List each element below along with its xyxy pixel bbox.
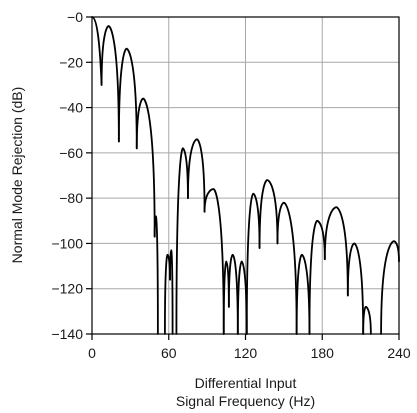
curve-lobe-2 [117,47,138,150]
curve-lobe-4 [153,215,159,335]
curve-lobe-0 [91,16,103,86]
rejection-curve [91,16,400,335]
curve-lobe-11 [227,253,239,335]
curve-lobe-10 [222,260,230,335]
axis-ticks [86,16,400,340]
curve-lobe-19 [346,242,365,335]
y-tick-label: −140 [51,326,83,342]
y-tick-label: −60 [59,145,83,161]
curve-lobe-20 [362,305,372,335]
y-tick-label: −0 [67,9,83,25]
x-tick-label: 240 [387,345,411,361]
curve-lobe-15 [276,201,298,335]
curve-lobe-6 [169,249,174,335]
x-tick-label: 0 [88,345,96,361]
curve-lobe-14 [258,179,279,249]
y-tick-label: −40 [59,100,83,116]
x-tick-label: 60 [161,345,177,361]
x-tick-label: 120 [234,345,258,361]
curve-lobe-16 [295,253,311,335]
curve-lobe-18 [323,206,349,297]
curve-lobe-1 [100,25,120,143]
curve-lobe-7 [175,147,189,335]
y-tick-labels: −0 −20 −40 −60 −80 −100 −120 −140 [51,9,83,342]
curve-lobe-3 [135,97,156,238]
y-tick-label: −80 [59,190,83,206]
x-axis-title-line1: Differential Input [195,375,297,391]
x-tick-labels: 0 60 120 180 240 [88,345,411,361]
curve-lobe-21 [380,240,400,335]
y-tick-label: −100 [51,235,83,251]
curve-lobe-5 [164,253,171,335]
curve-lobe-13 [245,192,261,335]
curve-lobe-17 [308,219,326,335]
curve-lobe-12 [236,260,248,335]
x-tick-label: 180 [311,345,335,361]
y-axis-title: Normal Mode Rejection (dB) [9,87,25,264]
y-tick-label: −120 [51,281,83,297]
curve-lobe-9 [203,188,225,335]
curve-lobe-8 [187,138,206,213]
x-axis-title-line2: Signal Frequency (Hz) [176,393,315,409]
y-tick-label: −20 [59,54,83,70]
